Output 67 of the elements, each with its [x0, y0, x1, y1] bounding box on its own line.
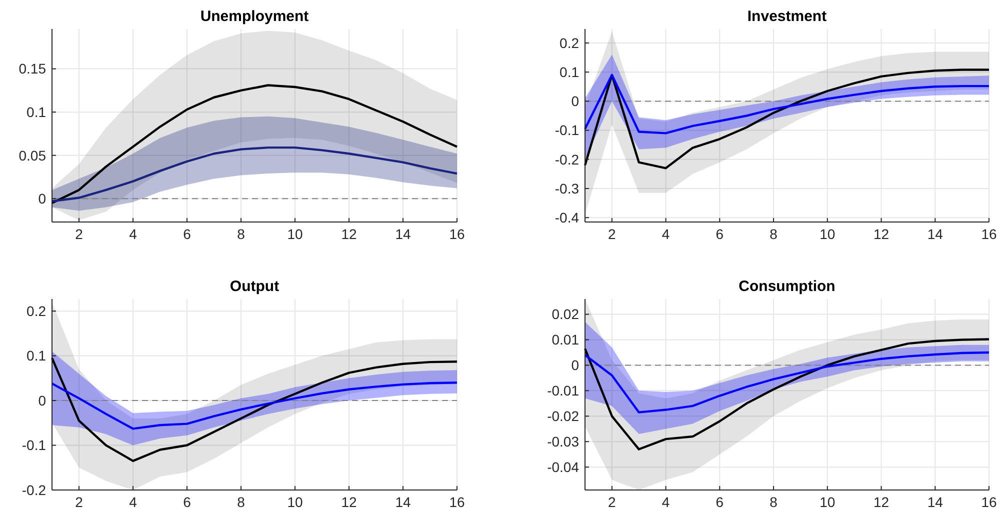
y-tick-label: -0.03 — [547, 434, 580, 450]
y-tick-label: -0.01 — [547, 382, 580, 399]
x-tick-label: 8 — [237, 494, 246, 510]
x-tick-label: 4 — [129, 494, 138, 510]
line-series — [50, 382, 458, 430]
y-tick-label: -0.1 — [22, 437, 46, 454]
x-tick-label: 6 — [716, 494, 724, 510]
y-tick-label: 0.1 — [560, 64, 580, 80]
y-tick-label: 0.01 — [552, 332, 580, 348]
x-tick-label: 8 — [770, 226, 778, 242]
x-tick-label: 10 — [287, 494, 303, 510]
y-tick-label: 0.05 — [18, 147, 46, 164]
x-tick-label: 8 — [237, 226, 246, 242]
y-tick-label: -0.02 — [547, 408, 580, 424]
x-tick-label: 16 — [449, 494, 465, 510]
line-series — [584, 338, 990, 450]
x-tick-label: 6 — [183, 226, 192, 242]
y-tick-label: 0 — [571, 357, 580, 374]
x-tick-label: 2 — [608, 226, 616, 242]
x-tick-label: 16 — [981, 494, 997, 510]
y-tick-label: 0 — [38, 392, 46, 408]
chart-title: Consumption — [738, 278, 836, 295]
x-tick-label: 10 — [820, 226, 836, 242]
y-tick-label: -0.2 — [22, 482, 46, 498]
y-tick-label: 0.1 — [26, 348, 46, 364]
chart-title: Unemployment — [200, 8, 309, 25]
y-tick-label: 0.15 — [18, 60, 46, 77]
x-tick-label: 12 — [341, 494, 357, 510]
y-tick-label: 0.1 — [26, 104, 46, 120]
x-tick-label: 4 — [129, 226, 138, 242]
line-series — [50, 356, 458, 462]
x-tick-label: 16 — [449, 226, 465, 242]
x-tick-label: 2 — [608, 494, 616, 510]
line-series — [584, 74, 990, 134]
x-tick-label: 14 — [395, 226, 411, 242]
y-tick-label: -0.2 — [554, 151, 580, 168]
y-tick-label: 0 — [571, 93, 580, 110]
x-tick-label: 4 — [662, 494, 670, 510]
line-series — [50, 84, 458, 204]
x-tick-label: 6 — [183, 494, 192, 510]
line-series — [50, 146, 458, 202]
line-series — [584, 68, 990, 170]
x-tick-label: 12 — [341, 226, 357, 242]
x-tick-label: 14 — [395, 494, 411, 510]
x-tick-label: 2 — [75, 226, 84, 242]
x-tick-label: 10 — [287, 226, 303, 242]
x-tick-label: 8 — [770, 494, 778, 510]
x-tick-label: 14 — [927, 494, 944, 510]
x-tick-label: 10 — [820, 494, 836, 510]
y-tick-label: 0.2 — [560, 34, 580, 51]
y-tick-label: -0.4 — [554, 210, 580, 226]
x-tick-label: 6 — [716, 226, 724, 242]
y-tick-label: 0 — [38, 190, 46, 207]
x-tick-label: 14 — [927, 226, 944, 242]
y-tick-label: -0.04 — [547, 458, 580, 475]
x-tick-label: 12 — [873, 494, 890, 510]
x-tick-label: 16 — [981, 226, 997, 242]
y-tick-label: -0.3 — [554, 180, 580, 196]
y-tick-label: 0.2 — [26, 302, 46, 319]
line-series — [584, 351, 990, 414]
chart-title: Investment — [747, 8, 827, 25]
y-tick-label: 0.02 — [552, 306, 580, 322]
y-tick-label: -0.1 — [554, 122, 580, 138]
x-tick-label: 2 — [75, 494, 84, 510]
chart-title: Output — [230, 278, 280, 295]
x-tick-label: 12 — [873, 226, 890, 242]
x-tick-label: 4 — [662, 226, 670, 242]
